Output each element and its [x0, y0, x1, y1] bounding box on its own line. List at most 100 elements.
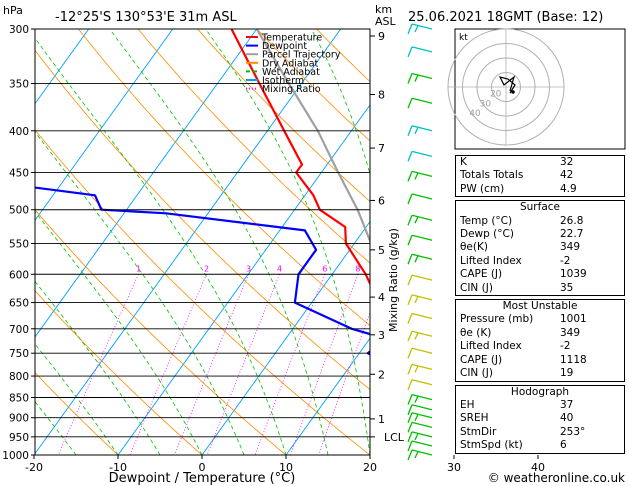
- hodograph-stat-value: 253°: [560, 425, 586, 438]
- wind-barb-feather: [407, 449, 413, 461]
- x-tick-label: 40: [531, 461, 545, 474]
- wind-barb-shaft: [411, 46, 433, 53]
- km-tick-label: 6: [378, 194, 385, 207]
- indices-panel: K 32 Totals Totals 42 PW (cm) 4.9 Surface Temp…: [455, 155, 625, 457]
- most-unstable-value: 19: [560, 367, 574, 380]
- lcl-label: LCL: [384, 431, 405, 444]
- wind-barb-shaft: [411, 393, 433, 401]
- wind-barb-shaft: [411, 97, 433, 104]
- wet-adiabat-line: [109, 29, 329, 455]
- wind-barb-feather: [407, 214, 413, 226]
- hodograph-stat-row: StmDir 253°: [456, 426, 624, 439]
- mixing-ratio-line: [174, 274, 249, 455]
- y-tick-label: 600: [9, 269, 29, 281]
- hodograph-ring-label: 40: [469, 109, 481, 119]
- legend-item: Parcel Trajectory: [262, 50, 341, 61]
- isotherm-line: [117, 104, 370, 455]
- surface-row: CAPE (J) 1039: [456, 268, 624, 281]
- wind-barb-feather: [414, 25, 419, 33]
- surface-label: Temp (°C): [460, 214, 513, 227]
- isotherm-line: [35, 29, 174, 222]
- most-unstable-title: Most Unstable: [502, 300, 578, 313]
- wind-barb-feather: [407, 151, 413, 162]
- wind-barb-shaft: [411, 347, 433, 354]
- legend-item: Wet Adiabat: [262, 67, 320, 78]
- km-tick-label: 7: [378, 142, 385, 155]
- km-tick-label: 2: [378, 368, 385, 381]
- indices-table: K 32 Totals Totals 42 PW (cm) 4.9: [455, 155, 625, 198]
- surface-label: Dewp (°C): [460, 228, 514, 241]
- wind-barb-shaft: [411, 412, 433, 419]
- x-tick-label: -10: [109, 461, 127, 474]
- hpa-label: hPa: [3, 4, 23, 17]
- wind-barb-feather: [407, 347, 413, 359]
- wet-adiabat-line: [412, 29, 454, 455]
- wind-barb-feather: [414, 433, 419, 441]
- wind-barb-feather: [407, 73, 413, 84]
- wind-barb-feather: [407, 440, 413, 452]
- hodograph-stat-label: StmDir: [460, 425, 497, 438]
- legend-item: Dry Adiabat: [262, 58, 319, 69]
- y-tick-label: 900: [9, 413, 29, 425]
- dewpoint-line: [35, 186, 370, 356]
- y-tick-label: 950: [9, 432, 29, 444]
- wind-barb-feather: [407, 431, 413, 443]
- wind-barb-feather: [414, 216, 419, 224]
- most-unstable-table: Most Unstable Pressure (mb) 1001 θe (K) 349 L…: [455, 299, 625, 382]
- index-row: Totals Totals 42: [456, 169, 624, 182]
- wind-barb-feather: [414, 451, 419, 459]
- mixing-ratio-label: 4: [277, 264, 282, 273]
- wind-barb-shaft: [411, 312, 433, 320]
- km-label: km: [375, 3, 392, 16]
- most-unstable-row: CIN (J) 19: [456, 367, 624, 380]
- index-label: Totals Totals: [460, 169, 524, 182]
- most-unstable-row: Pressure (mb) 1001: [456, 313, 624, 326]
- hodograph-stat-title: Hodograph: [510, 385, 570, 398]
- isotherm-line: [201, 220, 370, 455]
- y-tick-label: 500: [9, 205, 29, 217]
- surface-value: 35: [560, 281, 574, 294]
- legend-item: Isotherm: [262, 76, 304, 87]
- most-unstable-value: 1118: [560, 353, 587, 366]
- y-tick-label: 300: [9, 24, 29, 36]
- surface-label: CAPE (J): [460, 268, 503, 281]
- wind-barb-shaft: [411, 294, 433, 301]
- x-tick-label: 30: [447, 461, 461, 474]
- wet-adiabat-line: [35, 280, 161, 455]
- index-label: K: [460, 156, 467, 168]
- surface-value: 22.7: [560, 228, 584, 241]
- mixing-ratio-label: 2: [204, 264, 209, 273]
- hodograph-units-label: kt: [459, 33, 468, 43]
- wind-barb-feather: [414, 172, 419, 180]
- index-value: 32: [560, 156, 574, 168]
- dry-adiabat-line: [137, 29, 370, 264]
- wind-barb-shaft: [411, 214, 433, 221]
- dry-adiabat-line: [35, 372, 119, 455]
- most-unstable-value: 1001: [560, 313, 587, 326]
- mixing-ratio-label: 8: [355, 264, 360, 273]
- datetime-title: 25.06.2021 18GMT (Base: 12): [408, 10, 603, 25]
- hodograph-stat-value: 40: [560, 412, 574, 425]
- index-row: K 32: [456, 156, 624, 169]
- wind-barb-shaft: [411, 274, 433, 281]
- sounding-profiles: [35, 29, 370, 356]
- hodograph-trace: [498, 75, 516, 94]
- isotherm-line: [35, 29, 90, 105]
- surface-value: -2: [560, 254, 571, 267]
- wind-barb-feather: [407, 422, 413, 433]
- surface-label: Lifted Index: [460, 254, 522, 267]
- y-tick-label: 450: [9, 167, 29, 179]
- hodograph-stat-value: 6: [560, 439, 567, 452]
- wind-barb-feather: [407, 46, 413, 58]
- y-tick-label: 750: [9, 348, 29, 360]
- mixing-ratio-line: [254, 274, 326, 455]
- most-unstable-row: θe (K) 349: [456, 327, 624, 340]
- wind-barb-feather: [414, 395, 419, 403]
- wind-barb-feather: [414, 296, 419, 304]
- wind-barb-feather: [407, 253, 413, 265]
- wind-barb-shaft: [411, 449, 433, 456]
- wind-barb-feather: [407, 394, 413, 405]
- x-axis-label: Dewpoint / Temperature (°C): [109, 471, 296, 486]
- hodograph-ring-label: 20: [490, 90, 502, 100]
